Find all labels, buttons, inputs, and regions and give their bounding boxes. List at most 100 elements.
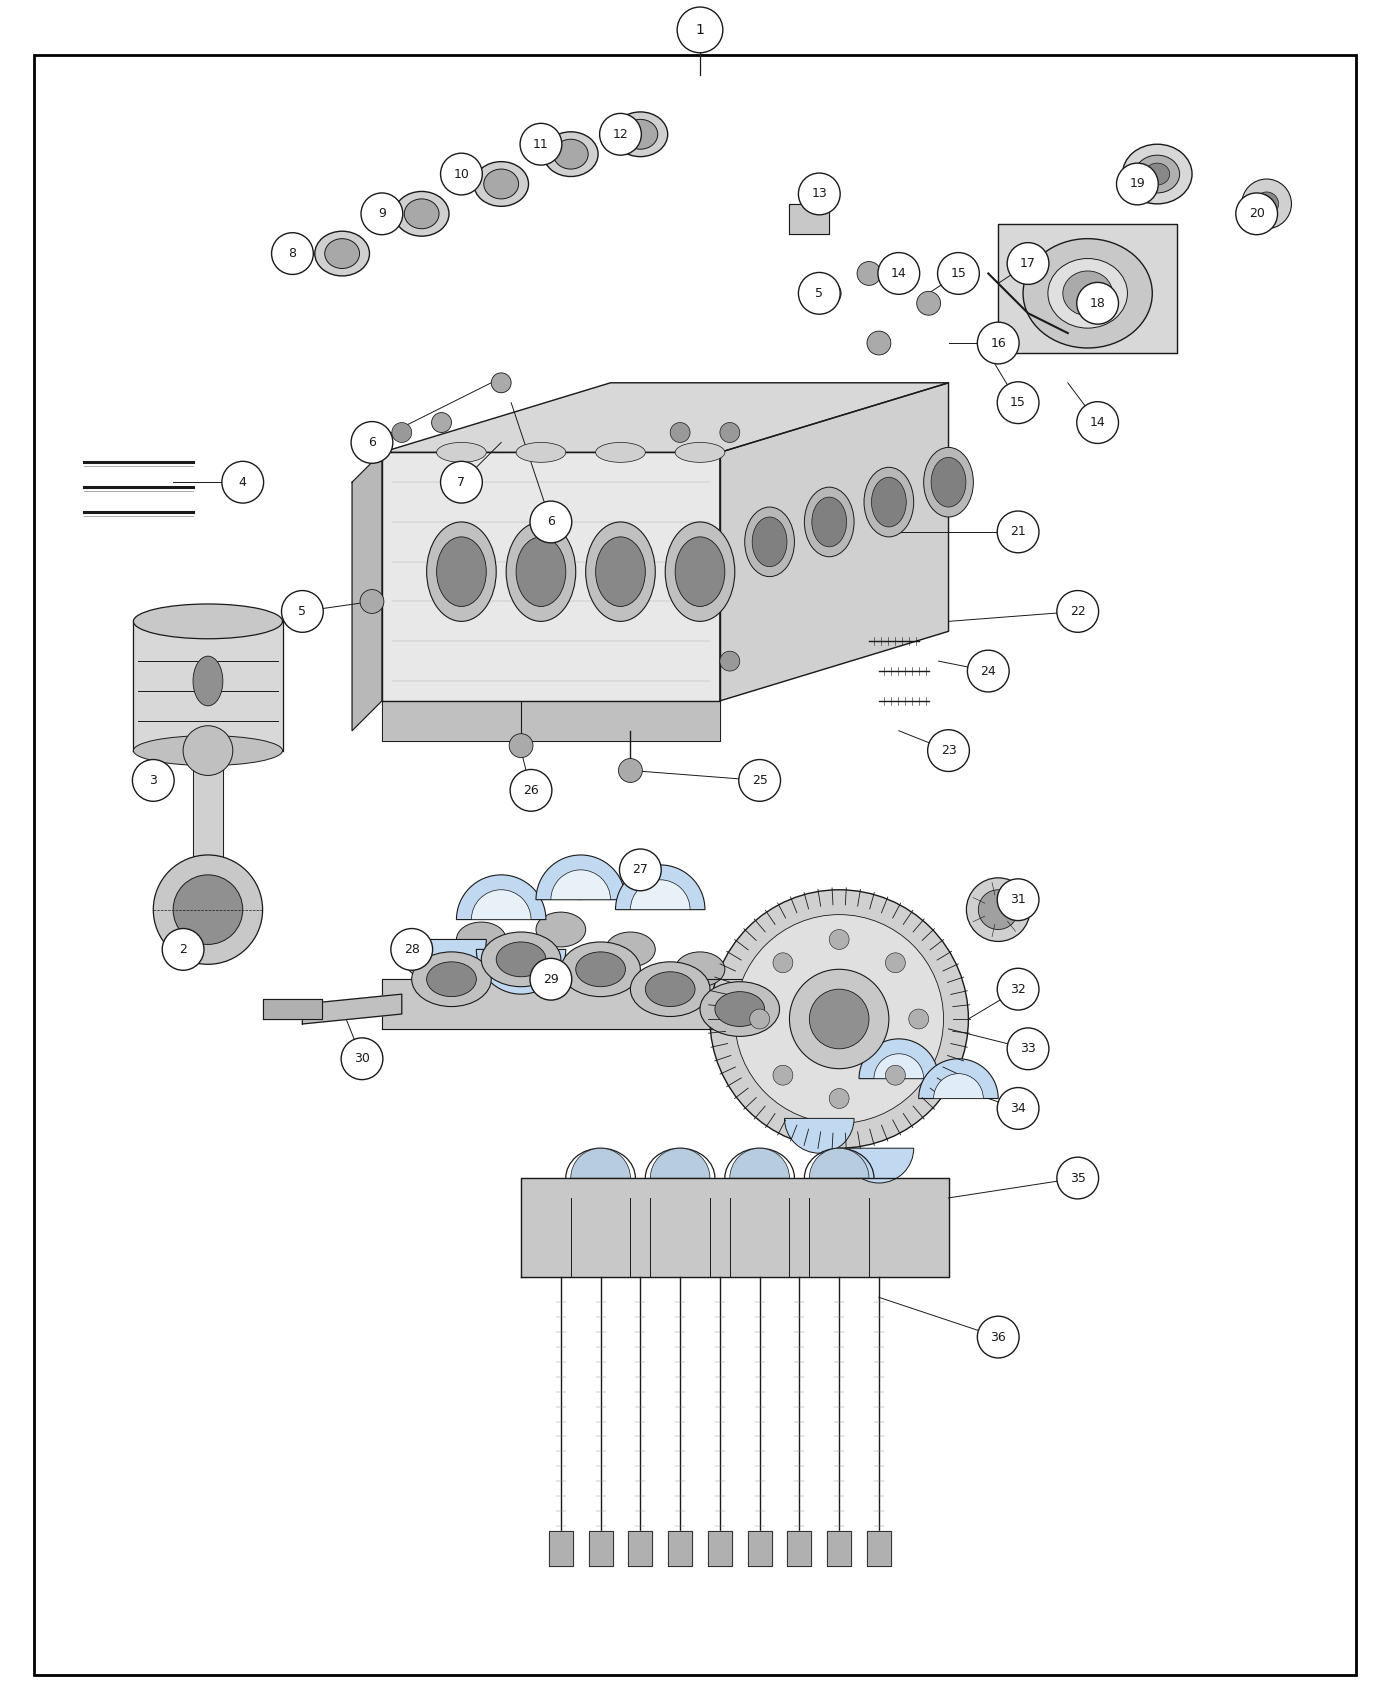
Circle shape [671,423,690,442]
Circle shape [162,928,204,971]
Ellipse shape [553,139,588,168]
Circle shape [735,915,944,1124]
Ellipse shape [715,991,764,1027]
Ellipse shape [482,932,561,986]
Text: 3: 3 [150,774,157,787]
Text: 2: 2 [179,944,188,955]
Polygon shape [827,1532,851,1566]
Text: 15: 15 [951,267,966,280]
Text: 30: 30 [354,1052,370,1066]
Ellipse shape [1135,155,1180,192]
Circle shape [739,760,781,801]
Polygon shape [351,452,382,731]
Text: 24: 24 [980,665,997,678]
Ellipse shape [427,522,496,622]
Ellipse shape [325,238,360,269]
Text: 25: 25 [752,774,767,787]
Circle shape [829,1088,850,1108]
Ellipse shape [133,736,283,765]
Text: 33: 33 [1021,1042,1036,1056]
Circle shape [1254,192,1278,216]
Circle shape [281,590,323,632]
Ellipse shape [630,962,710,1017]
Ellipse shape [456,921,507,957]
Wedge shape [396,940,486,984]
Circle shape [818,282,841,306]
Ellipse shape [595,442,645,462]
Ellipse shape [812,496,847,547]
Circle shape [392,423,412,442]
Ellipse shape [1023,238,1152,348]
Circle shape [221,461,263,503]
Circle shape [710,889,969,1148]
Circle shape [885,1066,906,1085]
Ellipse shape [1123,144,1191,204]
Ellipse shape [427,962,476,996]
Circle shape [997,1088,1039,1129]
Circle shape [619,848,661,891]
Circle shape [938,253,980,294]
Ellipse shape [315,231,370,275]
Circle shape [599,114,641,155]
Ellipse shape [924,447,973,517]
Text: 6: 6 [547,515,554,529]
Wedge shape [571,1148,630,1178]
Circle shape [519,124,561,165]
Ellipse shape [613,112,668,156]
Text: 14: 14 [890,267,907,280]
Ellipse shape [517,442,566,462]
Wedge shape [456,876,546,920]
Wedge shape [918,1059,998,1098]
Circle shape [773,1066,792,1085]
Ellipse shape [623,119,658,150]
Circle shape [720,651,739,672]
Text: 26: 26 [524,784,539,797]
Circle shape [441,461,483,503]
Polygon shape [382,452,720,700]
Wedge shape [729,1148,790,1178]
Circle shape [1007,1028,1049,1069]
Ellipse shape [543,133,598,177]
Circle shape [1077,282,1119,325]
Wedge shape [550,870,610,899]
Text: 27: 27 [633,864,648,877]
Text: 23: 23 [941,745,956,756]
Polygon shape [588,1532,613,1566]
Text: 22: 22 [1070,605,1085,617]
Text: 36: 36 [990,1331,1007,1343]
Polygon shape [720,382,949,700]
Circle shape [531,502,571,542]
Circle shape [997,382,1039,423]
Polygon shape [867,1532,890,1566]
Ellipse shape [412,952,491,1006]
Text: 5: 5 [298,605,307,617]
Wedge shape [860,1039,938,1078]
Polygon shape [629,1532,652,1566]
Ellipse shape [1145,163,1169,185]
Wedge shape [476,949,566,994]
Text: 8: 8 [288,246,297,260]
Text: 35: 35 [1070,1171,1085,1185]
Ellipse shape [193,656,223,706]
Polygon shape [382,700,720,741]
Circle shape [1236,192,1278,235]
Circle shape [133,760,174,801]
Polygon shape [787,1532,812,1566]
Circle shape [967,649,1009,692]
Wedge shape [934,1074,983,1098]
Text: 1: 1 [696,22,704,37]
Circle shape [1057,1158,1099,1198]
Ellipse shape [575,952,626,986]
Ellipse shape [675,442,725,462]
Ellipse shape [665,522,735,622]
Ellipse shape [745,507,794,576]
Wedge shape [536,855,626,899]
Ellipse shape [395,192,449,236]
Polygon shape [708,1532,732,1566]
Text: 11: 11 [533,138,549,151]
Circle shape [997,969,1039,1010]
Circle shape [1007,243,1049,284]
Circle shape [790,969,889,1069]
Circle shape [361,192,403,235]
Circle shape [678,7,722,53]
